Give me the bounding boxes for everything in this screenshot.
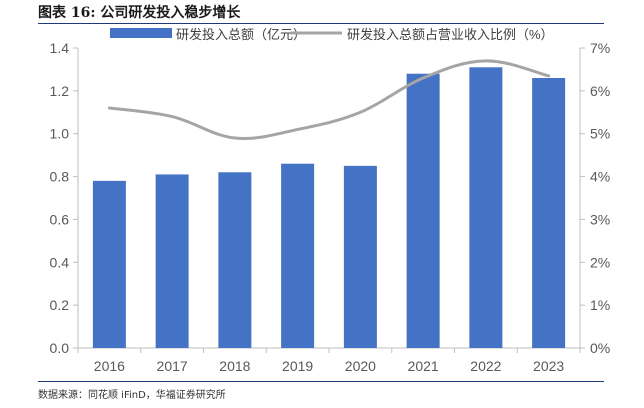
y-right-tick-label: 1%	[590, 297, 610, 313]
x-tick-label: 2022	[470, 358, 501, 374]
legend-label-line: 研发投入总额占营业收入比例（%）	[347, 27, 554, 42]
y-right-tick-label: 6%	[590, 83, 610, 99]
bar	[281, 163, 315, 348]
bar	[155, 174, 189, 348]
figure-source: 数据来源：同花顺 iFinD，华福证券研究所	[38, 390, 226, 401]
bar	[469, 67, 503, 349]
y-left-tick-label: 0.4	[50, 254, 70, 270]
bar	[406, 73, 440, 348]
source-rule	[38, 381, 604, 382]
figure-title: 图表 16: 公司研发投入稳步增长	[38, 5, 241, 21]
title-rule	[38, 23, 604, 24]
bar	[343, 165, 377, 348]
x-tick-label: 2023	[533, 358, 564, 374]
y-left-tick-label: 1.2	[50, 83, 70, 99]
bar	[92, 180, 126, 348]
legend-swatch-bar	[110, 28, 172, 38]
legend-label-bar: 研发投入总额（亿元）	[176, 27, 306, 42]
x-tick-label: 2019	[282, 358, 313, 374]
y-left-tick-label: 0.0	[50, 340, 70, 356]
y-right-tick-label: 7%	[590, 40, 610, 56]
bar	[218, 172, 252, 348]
x-tick-label: 2018	[219, 358, 250, 374]
bar	[532, 78, 566, 348]
y-right-tick-label: 2%	[590, 254, 610, 270]
y-left-tick-label: 0.8	[50, 169, 70, 185]
x-tick-label: 2021	[408, 358, 439, 374]
y-left-tick-label: 0.6	[50, 211, 70, 227]
y-right-tick-label: 3%	[590, 211, 610, 227]
x-tick-label: 2016	[94, 358, 125, 374]
y-right-tick-label: 5%	[590, 126, 610, 142]
x-tick-label: 2020	[345, 358, 376, 374]
series-line	[107, 59, 551, 140]
y-right-tick-label: 4%	[590, 169, 610, 185]
y-left-tick-label: 0.2	[50, 297, 70, 313]
y-right-tick-label: 0%	[590, 340, 610, 356]
y-left-tick-label: 1.4	[50, 40, 70, 56]
y-left-tick-label: 1.0	[50, 126, 70, 142]
chart: 0.0 0.2 0.4 0.6 0.8 1.0 1.2 1.4 0% 1% 2% 3% 4% 5% 6% 7%…	[50, 27, 611, 374]
x-tick-label: 2017	[157, 358, 188, 374]
